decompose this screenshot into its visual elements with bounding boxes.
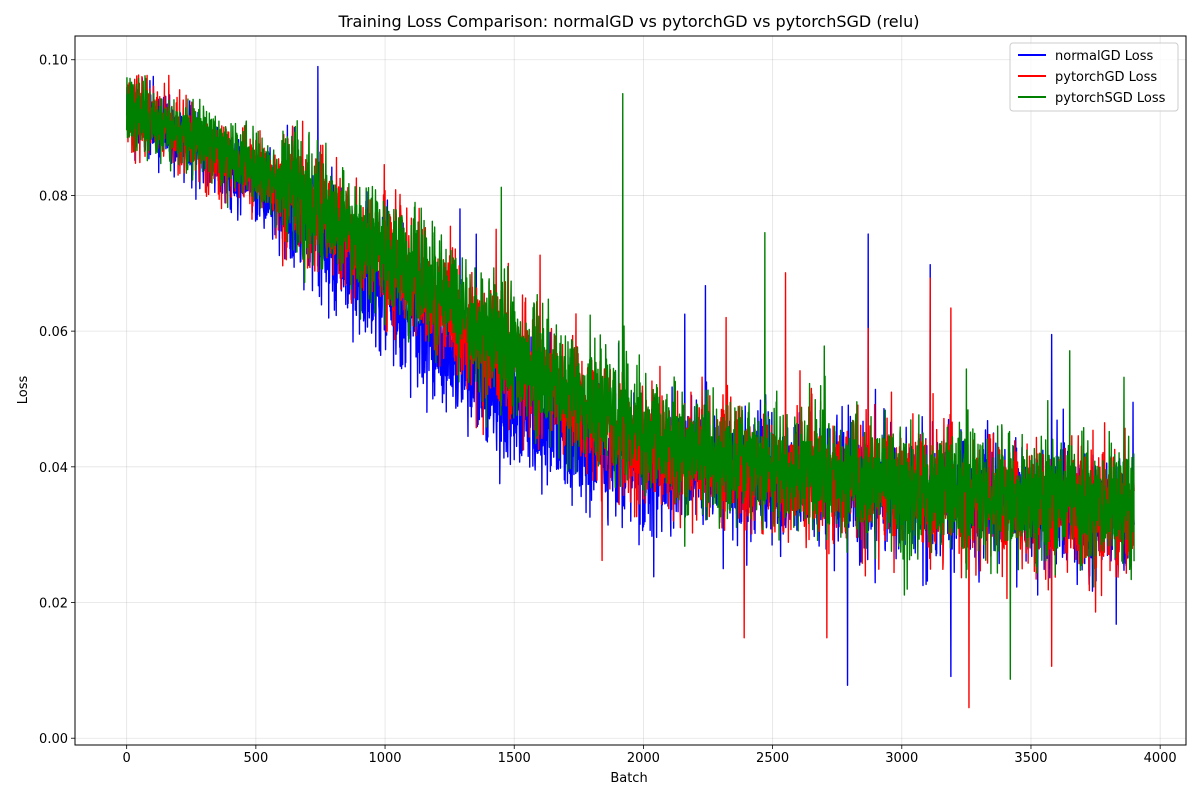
y-tick-label: 0.08	[39, 189, 68, 204]
x-axis-title: Batch	[610, 771, 647, 786]
x-tick-label: 1000	[368, 751, 401, 766]
chart-title: Training Loss Comparison: normalGD vs py…	[338, 12, 920, 31]
x-tick-label: 500	[243, 751, 268, 766]
x-tick-label: 4000	[1144, 751, 1177, 766]
x-tick-label: 2000	[627, 751, 660, 766]
y-tick-label: 0.04	[39, 461, 68, 476]
y-tick-label: 0.06	[39, 325, 68, 340]
series-line-pytorchsgd-loss	[125, 75, 1135, 680]
x-tick-label: 0	[123, 751, 131, 766]
legend-frame	[1009, 42, 1179, 112]
axes: 0 500 1000 1500 2000 2500 3000 3500 4000 0.00 0.02…	[39, 54, 1177, 766]
x-tick-label: 3000	[885, 751, 918, 766]
y-axis-title: Loss	[16, 376, 31, 405]
series-lines	[125, 65, 1135, 709]
legend: normalGD Loss pytorchGD Loss pytorchSGD …	[1009, 42, 1179, 112]
x-tick-label: 2500	[756, 751, 789, 766]
plot-frame	[74, 35, 1187, 746]
legend-label-pytorchgd: pytorchGD Loss	[1055, 70, 1157, 85]
x-tick-label: 1500	[498, 751, 531, 766]
y-tick-label: 0.00	[39, 732, 68, 747]
y-tick-label: 0.10	[39, 54, 68, 69]
x-tick-label: 3500	[1014, 751, 1047, 766]
grid	[75, 36, 1186, 745]
legend-label-pytorchsgd: pytorchSGD Loss	[1055, 91, 1166, 106]
y-tick-label: 0.02	[39, 597, 68, 612]
legend-label-normalgd: normalGD Loss	[1055, 49, 1154, 64]
